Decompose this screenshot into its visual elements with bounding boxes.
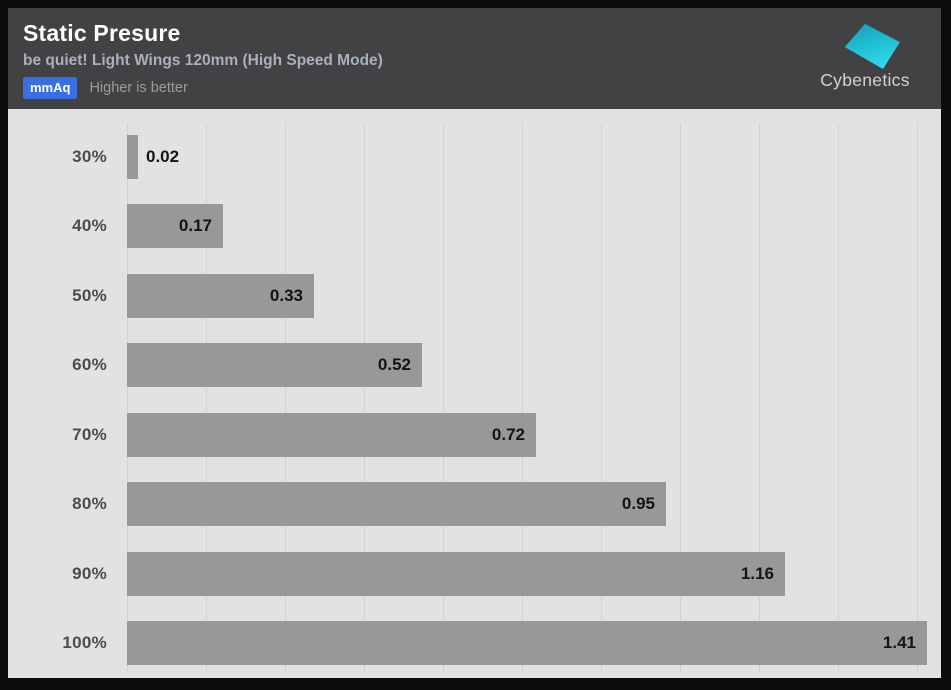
value-label: 0.17 (178, 216, 212, 236)
category-label: 80% (72, 494, 107, 514)
value-label: 0.02 (146, 146, 180, 166)
gridline (917, 123, 918, 673)
gridline (443, 123, 444, 673)
category-label: 50% (72, 285, 107, 305)
bar-row: 80% 0.95 (8, 470, 941, 540)
cybenetics-logo-icon (844, 23, 900, 70)
category-label: 90% (72, 563, 107, 583)
gridline (127, 123, 128, 673)
bar-track: 0.02 (127, 134, 941, 179)
value-label: 0.52 (377, 355, 411, 375)
chart-subtitle: be quiet! Light Wings 120mm (High Speed … (23, 51, 383, 69)
bar-row: 30% 0.02 (8, 122, 941, 192)
value-label: 0.33 (269, 285, 303, 305)
chart-plot-area: 30% 0.02 40% 0.17 50% 0.33 60% 0.52 70% 0.72 80% 0.… (8, 109, 941, 678)
bar-row: 60% 0.52 (8, 331, 941, 401)
gridline (601, 123, 602, 673)
category-label: 70% (72, 424, 107, 444)
gridline (364, 123, 365, 673)
bar-row: 40% 0.17 (8, 192, 941, 262)
chart-title: Static Presure (23, 20, 181, 46)
gridline (522, 123, 523, 673)
bar (127, 482, 666, 527)
bar-track: 0.52 (127, 343, 941, 388)
value-label: 1.41 (882, 633, 916, 653)
bar-track: 1.16 (127, 551, 941, 596)
category-label: 100% (62, 633, 107, 653)
gridlines (127, 123, 927, 673)
higher-is-better-note: Higher is better (89, 80, 188, 97)
badge-row: mmAq Higher is better (23, 77, 941, 100)
unit-badge: mmAq (23, 77, 78, 100)
bar-track: 0.33 (127, 273, 941, 318)
chart-content: Static Presure be quiet! Light Wings 120… (8, 8, 941, 678)
cybenetics-logo: Cybenetics (815, 20, 915, 98)
gridline (285, 123, 286, 673)
bar (127, 134, 138, 179)
category-label: 60% (72, 355, 107, 375)
bar (127, 204, 223, 249)
cybenetics-logo-text: Cybenetics (820, 70, 910, 90)
gridline (206, 123, 207, 673)
chart-header: Static Presure be quiet! Light Wings 120… (8, 8, 941, 109)
bar-row: 90% 1.16 (8, 539, 941, 609)
category-label: 30% (72, 146, 107, 166)
value-label: 1.16 (740, 563, 774, 583)
bar-track: 0.72 (127, 412, 941, 457)
category-label: 40% (72, 216, 107, 236)
bar-row: 50% 0.33 (8, 261, 941, 331)
value-label: 0.72 (491, 424, 525, 444)
gridline (680, 123, 681, 673)
bar-track: 0.95 (127, 482, 941, 527)
bar-rows: 30% 0.02 40% 0.17 50% 0.33 60% 0.52 70% 0.72 80% 0.… (8, 122, 941, 678)
bar (127, 621, 927, 666)
value-label: 0.95 (621, 494, 655, 514)
gridline (838, 123, 839, 673)
bar-track: 1.41 (127, 621, 941, 666)
bar-track: 0.17 (127, 204, 941, 249)
bar (127, 551, 785, 596)
bar (127, 412, 536, 457)
bar-row: 70% 0.72 (8, 400, 941, 470)
bar (127, 343, 422, 388)
gridline (759, 123, 760, 673)
bar (127, 273, 314, 318)
bar-row: 100% 1.41 (8, 609, 941, 679)
